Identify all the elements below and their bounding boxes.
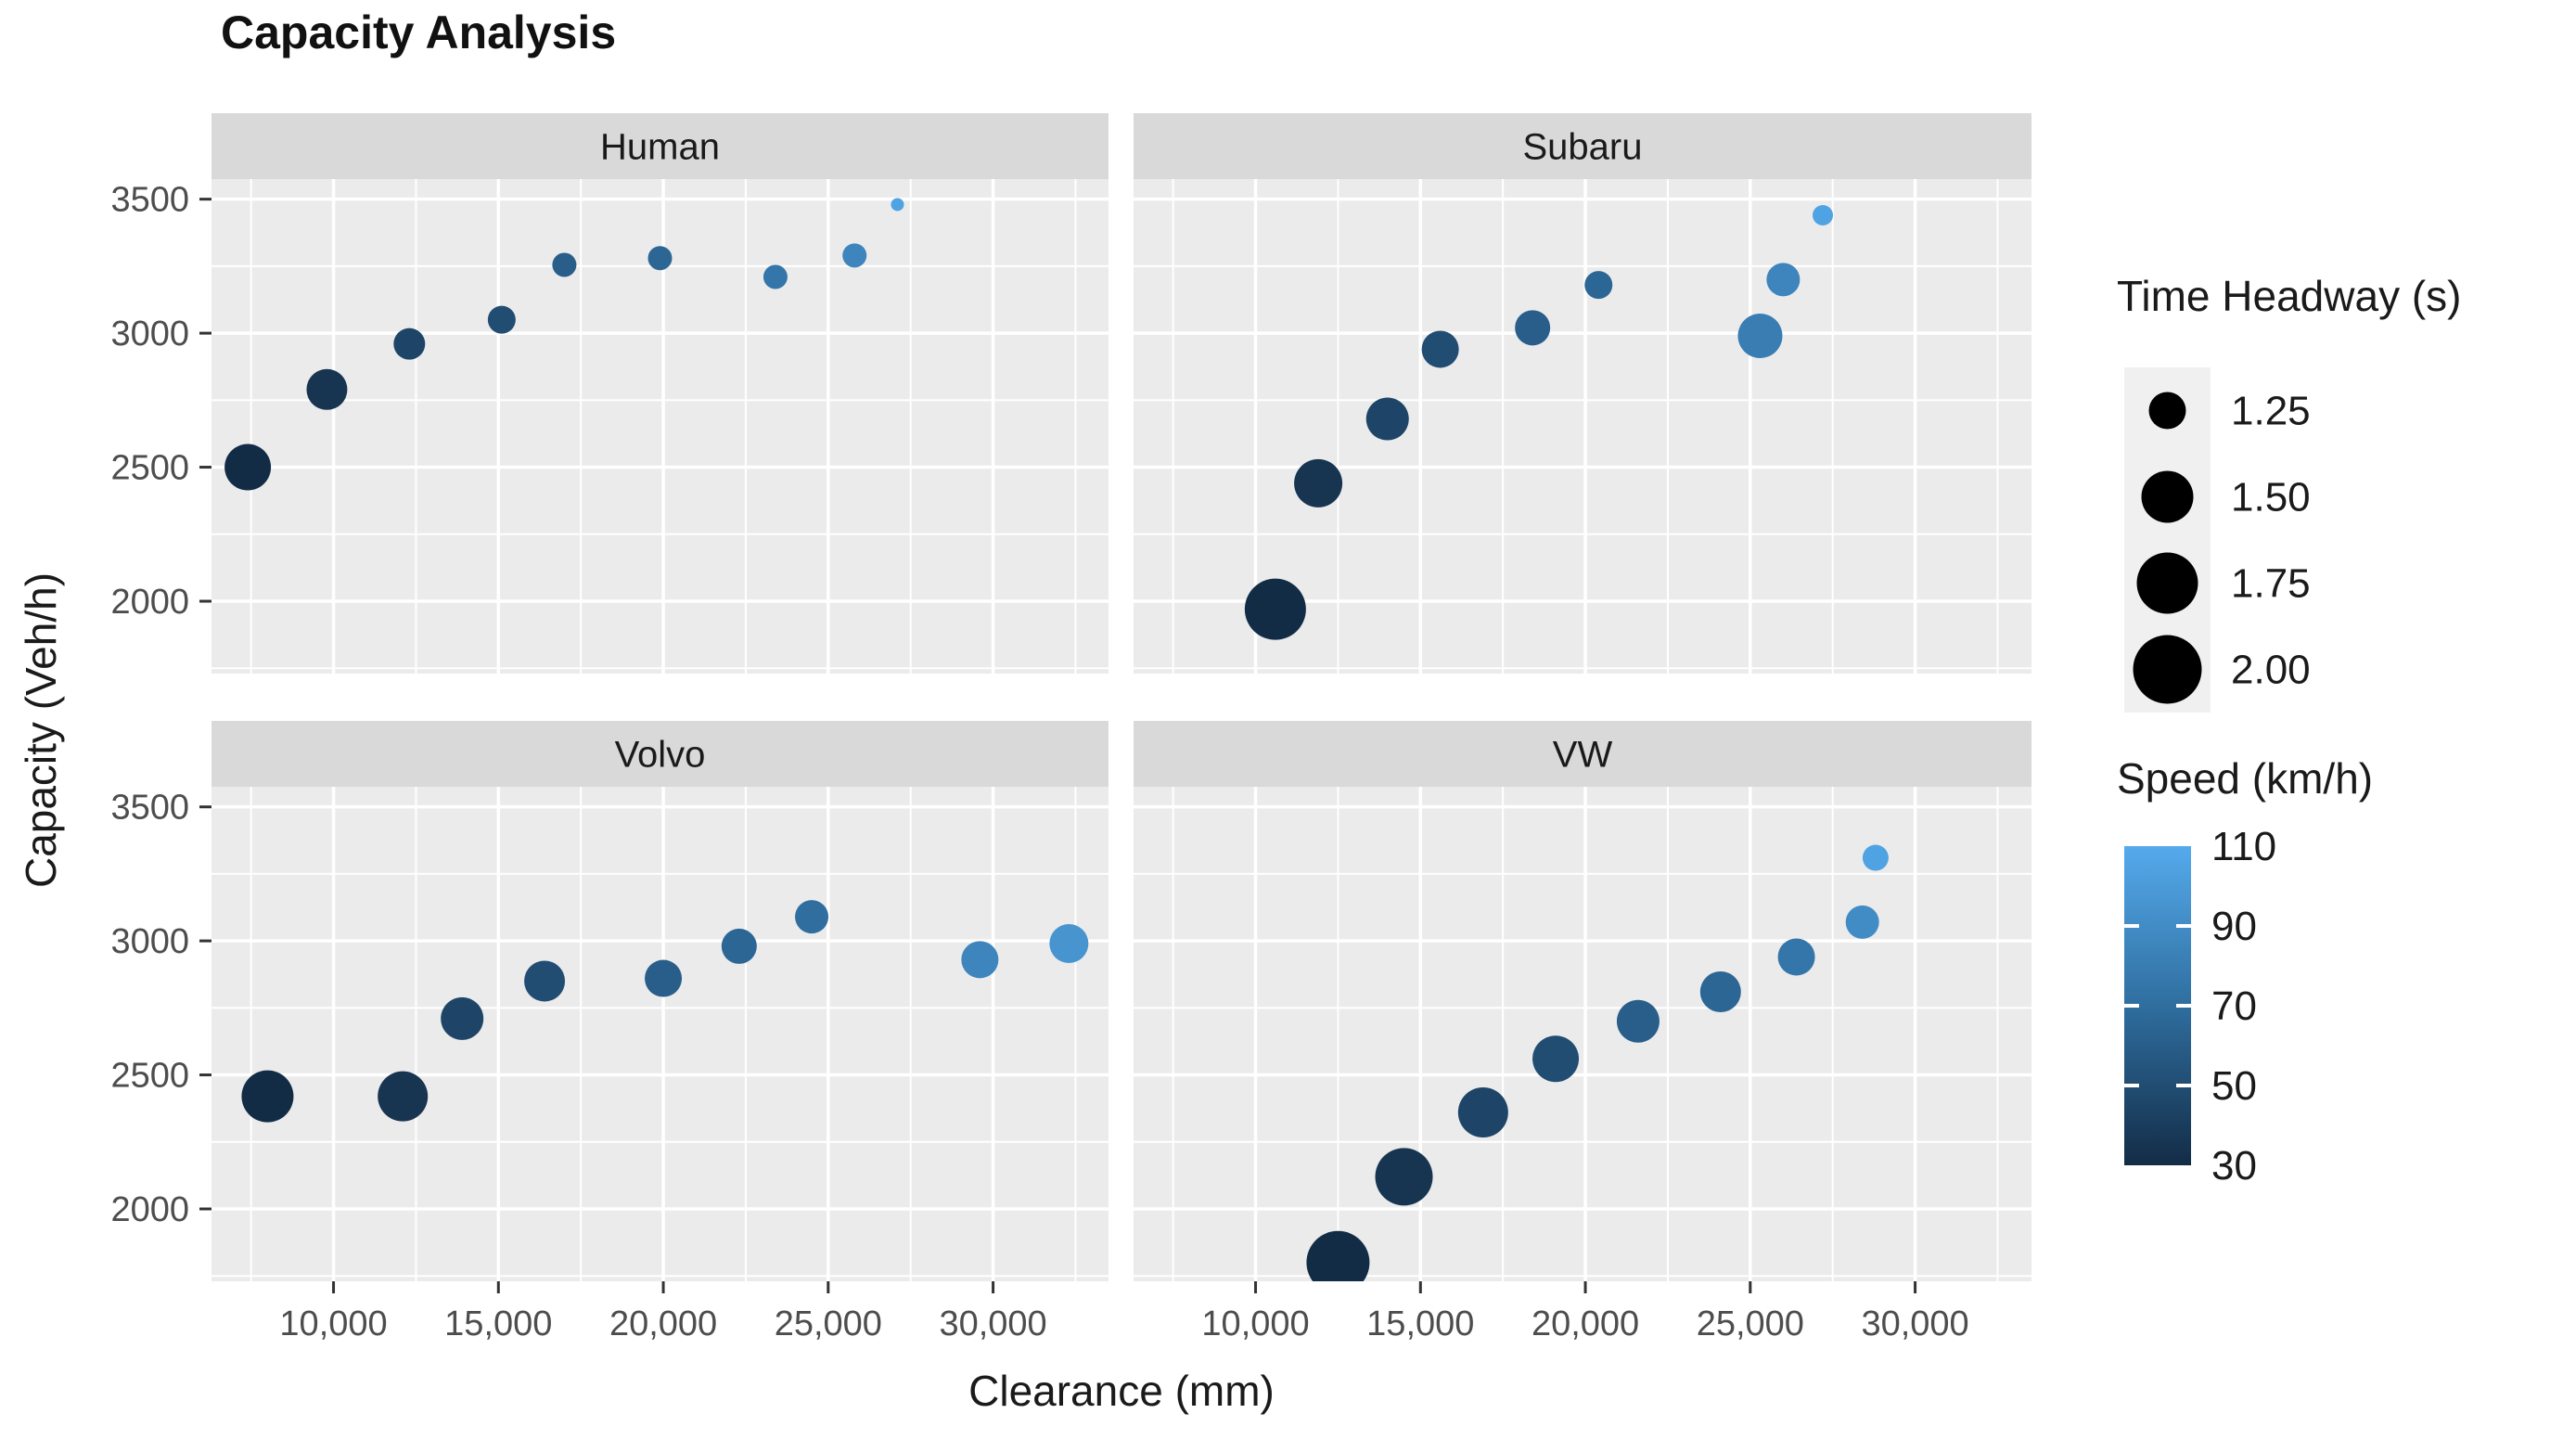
facet-subaru: Subaru <box>1134 113 2031 674</box>
size-legend-label: 2.00 <box>2231 648 2311 693</box>
facet-strip <box>211 721 1109 787</box>
facet-strip <box>1134 721 2031 787</box>
size-legend-dot <box>2133 635 2202 704</box>
color-legend-title: Speed (km/h) <box>2117 754 2374 803</box>
facet-strip <box>1134 113 2031 179</box>
y-axis-tick-label: 2500 <box>110 449 189 488</box>
data-point <box>645 959 683 997</box>
facet-human: Human <box>211 113 1109 674</box>
x-axis-tick-label: 20,000 <box>1532 1304 1639 1343</box>
x-axis-tick-label: 30,000 <box>939 1304 1046 1343</box>
data-point <box>961 941 999 979</box>
data-point <box>842 243 867 268</box>
panel-background <box>211 787 1109 1281</box>
facet-volvo: Volvo <box>211 721 1109 1281</box>
data-point <box>1862 844 1889 871</box>
data-point <box>1049 924 1089 963</box>
data-point <box>1294 458 1343 508</box>
data-point <box>441 996 484 1040</box>
size-legend-dot <box>2136 552 2198 614</box>
data-point <box>1457 1087 1508 1137</box>
y-axis-tick-label: 3000 <box>110 315 189 353</box>
data-point <box>378 1071 429 1122</box>
x-axis-tick-label: 10,000 <box>1201 1304 1309 1343</box>
data-point <box>763 264 788 289</box>
x-axis-tick-label: 30,000 <box>1861 1304 1968 1343</box>
y-axis-tick-label: 2500 <box>110 1057 189 1096</box>
data-point <box>393 328 426 360</box>
facet-vw: VW <box>1134 721 2031 1281</box>
data-point <box>795 900 829 934</box>
color-legend-label: 110 <box>2211 824 2276 869</box>
y-axis-title: Capacity (Veh/h) <box>17 572 65 889</box>
data-point <box>1766 263 1801 297</box>
facet-strip-label: Subaru <box>1523 127 1643 168</box>
data-point <box>1813 205 1834 225</box>
size-legend-label: 1.75 <box>2231 561 2311 607</box>
facet-strip <box>211 113 1109 179</box>
color-legend-label: 90 <box>2211 904 2257 949</box>
x-axis-title-text: Clearance (mm) <box>968 1367 1275 1415</box>
x-axis-tick-label: 20,000 <box>609 1304 717 1343</box>
y-axis-tick-label: 3000 <box>110 922 189 961</box>
data-point <box>1737 314 1783 358</box>
facet-strip-label: VW <box>1553 735 1613 776</box>
facet-strip-label: Human <box>600 127 720 168</box>
data-point <box>306 368 348 410</box>
x-axis-tick-label: 10,000 <box>279 1304 387 1343</box>
data-point <box>552 252 577 277</box>
y-axis-tick-label: 3500 <box>110 181 189 220</box>
data-point <box>1699 971 1741 1012</box>
data-point <box>721 928 757 964</box>
y-axis-tick-label: 3500 <box>110 789 189 828</box>
data-point <box>891 198 904 212</box>
y-axis-tick-label: 2000 <box>110 1190 189 1229</box>
y-axis-tick-label: 2000 <box>110 583 189 622</box>
data-point <box>1375 1148 1433 1206</box>
data-point <box>1515 310 1551 346</box>
panel-background <box>1134 787 2031 1281</box>
color-legend-label: 70 <box>2211 983 2257 1029</box>
data-point <box>1306 1230 1370 1281</box>
size-legend-label: 1.25 <box>2231 389 2311 434</box>
size-legend-dot <box>2148 392 2186 430</box>
data-point <box>1616 999 1660 1043</box>
x-axis-tick-label: 15,000 <box>1366 1304 1474 1343</box>
color-legend-label: 30 <box>2211 1143 2257 1189</box>
data-point <box>524 960 566 1002</box>
data-point <box>1365 397 1409 441</box>
size-legend-dot <box>2141 470 2194 523</box>
facet-strip-label: Volvo <box>615 735 706 776</box>
data-point <box>1532 1035 1580 1083</box>
data-point <box>647 246 673 271</box>
data-point <box>1421 330 1459 368</box>
data-point <box>487 305 516 334</box>
data-point <box>1845 905 1879 939</box>
size-legend-title: Time Headway (s) <box>2117 272 2462 320</box>
x-axis-title: Clearance (mm) <box>0 1366 2031 1416</box>
size-legend-label: 1.50 <box>2231 475 2311 520</box>
chart-title: Capacity Analysis <box>221 6 617 58</box>
data-point <box>241 1070 294 1123</box>
x-axis-tick-label: 25,000 <box>775 1304 882 1343</box>
x-axis-tick-label: 25,000 <box>1697 1304 1804 1343</box>
data-point <box>224 443 272 491</box>
data-point <box>1244 578 1306 640</box>
color-legend-label: 50 <box>2211 1063 2257 1109</box>
x-axis-tick-label: 15,000 <box>444 1304 552 1343</box>
data-point <box>1584 271 1613 300</box>
data-point <box>1777 938 1815 976</box>
